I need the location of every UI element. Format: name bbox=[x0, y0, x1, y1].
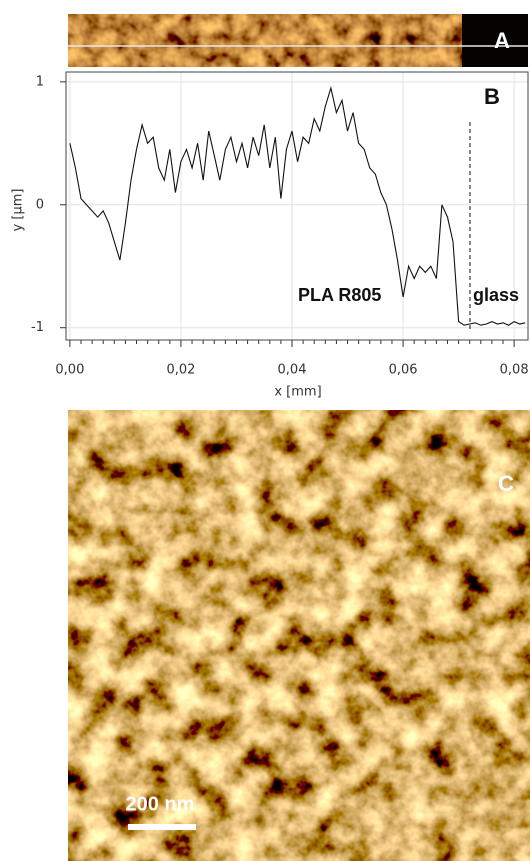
annotation: glass bbox=[473, 285, 519, 305]
annotation: PLA R805 bbox=[298, 285, 381, 305]
y-tick-label: -1 bbox=[31, 320, 44, 335]
panel-label: C bbox=[498, 471, 514, 496]
x-tick-label: 0,02 bbox=[166, 363, 195, 378]
x-tick-label: 0,08 bbox=[500, 363, 529, 378]
x-tick-label: 0,04 bbox=[278, 363, 307, 378]
panel-label: B bbox=[484, 84, 500, 109]
scale-bar bbox=[128, 824, 196, 830]
profile-line bbox=[69, 85, 526, 326]
y-tick-label: 0 bbox=[36, 197, 44, 212]
afm-image bbox=[68, 410, 530, 861]
panel-label: A bbox=[494, 28, 510, 53]
x-tick-label: 0,00 bbox=[55, 363, 84, 378]
afm-strip bbox=[68, 14, 528, 67]
y-tick-label: 1 bbox=[36, 74, 44, 89]
profile-plot: -1 0 1 0,00 0,02 0,04 0,06 0,08 bbox=[31, 71, 529, 378]
plot-frame bbox=[65, 71, 529, 341]
glass-region bbox=[462, 14, 528, 67]
x-tick-label: 0,06 bbox=[389, 363, 418, 378]
x-axis-label: x [mm] bbox=[274, 385, 321, 400]
y-axis-label: y [µm] bbox=[11, 189, 26, 232]
scale-bar-label: 200 nm bbox=[126, 793, 195, 815]
